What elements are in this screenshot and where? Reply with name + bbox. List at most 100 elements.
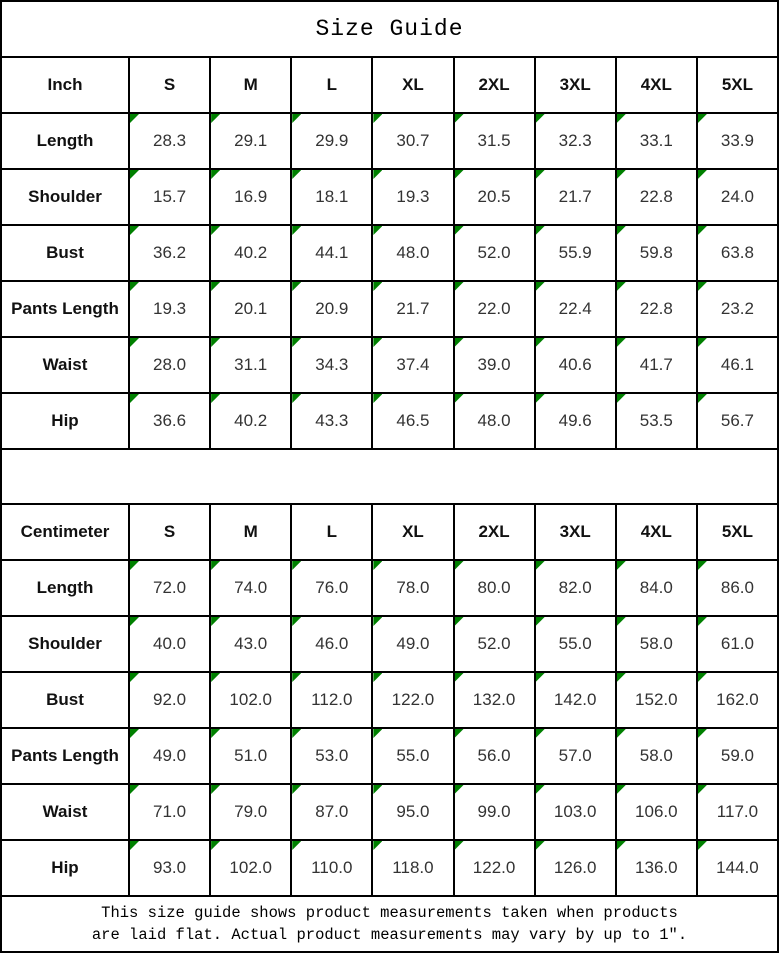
measurement-value-cell: 37.4: [371, 336, 455, 394]
green-corner-triangle-icon: [212, 786, 221, 794]
green-corner-triangle-icon: [698, 786, 707, 794]
green-corner-triangle-icon: [617, 115, 626, 123]
measurement-value-cell: 57.0: [533, 727, 617, 785]
green-corner-triangle-icon: [131, 339, 139, 347]
measurement-value-cell: 82.0: [533, 559, 617, 617]
green-corner-triangle-icon: [536, 730, 545, 738]
green-corner-triangle-icon: [293, 115, 302, 123]
measurement-value-cell: 59.0: [695, 727, 779, 785]
footer-note-line2: are laid flat. Actual product measuremen…: [91, 926, 688, 944]
measurement-value-cell: 122.0: [452, 839, 536, 897]
measurement-value-cell: 40.0: [127, 615, 212, 673]
measurement-row: Hip 93.0 102.0 110.0 118.0 122.0 126.0 136.0 144…: [0, 839, 779, 897]
green-corner-triangle-icon: [617, 562, 626, 570]
measurement-value-cell: 36.6: [127, 392, 212, 450]
measurement-value-cell: 93.0: [127, 839, 212, 897]
measurement-row: Bust 36.2 40.2 44.1 48.0 52.0 55.9 59.8 63.8: [0, 224, 779, 282]
measurement-value-cell: 122.0: [371, 671, 455, 729]
green-corner-triangle-icon: [131, 786, 139, 794]
measurement-value-cell: 40.6: [533, 336, 617, 394]
measurement-value-cell: 87.0: [290, 783, 374, 841]
green-corner-triangle-icon: [212, 283, 221, 291]
measurement-value-cell: 102.0: [209, 839, 293, 897]
green-corner-triangle-icon: [131, 395, 139, 403]
measurement-row: Shoulder 40.0 43.0 46.0 49.0 52.0 55.0 58.0 61.0: [0, 615, 779, 673]
size-header-cell: 2XL: [452, 56, 536, 114]
measurement-value-cell: 72.0: [127, 559, 212, 617]
measurement-value-cell: 36.2: [127, 224, 212, 282]
measurement-value-cell: 43.3: [290, 392, 374, 450]
measurement-value-cell: 51.0: [209, 727, 293, 785]
size-header-cell: 3XL: [533, 56, 617, 114]
green-corner-triangle-icon: [455, 171, 464, 179]
measurement-value-cell: 20.9: [290, 280, 374, 338]
measurement-value-cell: 30.7: [371, 112, 455, 170]
green-corner-triangle-icon: [293, 171, 302, 179]
measurement-value-cell: 78.0: [371, 559, 455, 617]
measurement-value-cell: 39.0: [452, 336, 536, 394]
green-corner-triangle-icon: [698, 339, 707, 347]
green-corner-triangle-icon: [617, 786, 626, 794]
measurement-value-cell: 126.0: [533, 839, 617, 897]
green-corner-triangle-icon: [374, 283, 383, 291]
measurement-value-cell: 55.0: [371, 727, 455, 785]
measurement-value-cell: 19.3: [371, 168, 455, 226]
unit-header-cell: Inch: [0, 56, 130, 114]
green-corner-triangle-icon: [455, 618, 464, 626]
measurement-row: Waist 28.0 31.1 34.3 37.4 39.0 40.6 41.7 46.1: [0, 336, 779, 394]
measurement-label-cell: Pants Length: [0, 280, 130, 338]
green-corner-triangle-icon: [536, 674, 545, 682]
measurement-value-cell: 22.0: [452, 280, 536, 338]
measurement-value-cell: 80.0: [452, 559, 536, 617]
page-title: Size Guide: [0, 0, 779, 58]
measurement-row: Length 72.0 74.0 76.0 78.0 80.0 82.0 84.0 86.0: [0, 559, 779, 617]
green-corner-triangle-icon: [698, 842, 707, 850]
green-corner-triangle-icon: [293, 842, 302, 850]
green-corner-triangle-icon: [374, 562, 383, 570]
size-header-cell: M: [209, 56, 293, 114]
size-header-cell: XL: [371, 503, 455, 561]
green-corner-triangle-icon: [374, 674, 383, 682]
measurement-value-cell: 33.9: [695, 112, 779, 170]
green-corner-triangle-icon: [617, 171, 626, 179]
green-corner-triangle-icon: [536, 339, 545, 347]
measurement-value-cell: 29.1: [209, 112, 293, 170]
green-corner-triangle-icon: [374, 786, 383, 794]
green-corner-triangle-icon: [212, 562, 221, 570]
green-corner-triangle-icon: [455, 395, 464, 403]
size-header-cell: 5XL: [695, 503, 779, 561]
green-corner-triangle-icon: [374, 171, 383, 179]
measurement-row: Length 28.3 29.1 29.9 30.7 31.5 32.3 33.1 33.9: [0, 112, 779, 170]
green-corner-triangle-icon: [455, 786, 464, 794]
size-header-row: Centimeter S M L XL 2XL 3XL 4XL 5XL: [0, 503, 779, 561]
measurement-value-cell: 132.0: [452, 671, 536, 729]
green-corner-triangle-icon: [374, 115, 383, 123]
footer-note-line1: This size guide shows product measuremen…: [101, 903, 678, 922]
measurement-value-cell: 31.5: [452, 112, 536, 170]
measurement-value-cell: 20.1: [209, 280, 293, 338]
measurement-value-cell: 32.3: [533, 112, 617, 170]
green-corner-triangle-icon: [698, 283, 707, 291]
measurement-value-cell: 34.3: [290, 336, 374, 394]
measurement-value-cell: 136.0: [614, 839, 698, 897]
measurement-value-cell: 110.0: [290, 839, 374, 897]
green-corner-triangle-icon: [212, 115, 221, 123]
measurement-value-cell: 84.0: [614, 559, 698, 617]
green-corner-triangle-icon: [293, 395, 302, 403]
green-corner-triangle-icon: [536, 786, 545, 794]
size-header-cell: M: [209, 503, 293, 561]
measurement-value-cell: 22.8: [614, 168, 698, 226]
measurement-value-cell: 15.7: [127, 168, 212, 226]
green-corner-triangle-icon: [536, 227, 545, 235]
green-corner-triangle-icon: [536, 115, 545, 123]
measurement-value-cell: 46.1: [695, 336, 779, 394]
measurement-value-cell: 74.0: [209, 559, 293, 617]
measurement-value-cell: 22.8: [614, 280, 698, 338]
measurement-value-cell: 118.0: [371, 839, 455, 897]
size-header-cell: 5XL: [695, 56, 779, 114]
green-corner-triangle-icon: [617, 283, 626, 291]
measurement-value-cell: 55.9: [533, 224, 617, 282]
measurement-row: Pants Length 19.3 20.1 20.9 21.7 22.0 22.4 22.8…: [0, 280, 779, 338]
measurement-value-cell: 71.0: [127, 783, 212, 841]
